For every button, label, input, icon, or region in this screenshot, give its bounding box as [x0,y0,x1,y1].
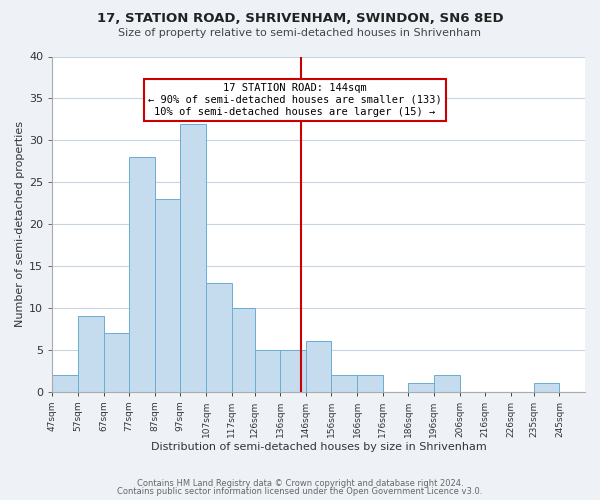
Bar [280,350,306,392]
Text: 17, STATION ROAD, SHRIVENHAM, SWINDON, SN6 8ED: 17, STATION ROAD, SHRIVENHAM, SWINDON, S… [97,12,503,26]
X-axis label: Distribution of semi-detached houses by size in Shrivenham: Distribution of semi-detached houses by … [151,442,487,452]
Bar [78,316,104,392]
Text: Contains public sector information licensed under the Open Government Licence v3: Contains public sector information licen… [118,487,482,496]
Bar [357,375,383,392]
Bar [434,375,460,392]
Bar [181,124,206,392]
Y-axis label: Number of semi-detached properties: Number of semi-detached properties [15,121,25,327]
Bar [534,383,559,392]
Bar [232,308,254,392]
Bar [52,375,78,392]
Bar [331,375,357,392]
Bar [155,199,181,392]
Bar [104,333,129,392]
Text: 17 STATION ROAD: 144sqm
← 90% of semi-detached houses are smaller (133)
10% of s: 17 STATION ROAD: 144sqm ← 90% of semi-de… [148,84,442,116]
Text: Size of property relative to semi-detached houses in Shrivenham: Size of property relative to semi-detach… [119,28,482,38]
Bar [408,383,434,392]
Bar [206,282,232,392]
Bar [306,342,331,392]
Bar [129,157,155,392]
Bar [254,350,280,392]
Text: Contains HM Land Registry data © Crown copyright and database right 2024.: Contains HM Land Registry data © Crown c… [137,478,463,488]
